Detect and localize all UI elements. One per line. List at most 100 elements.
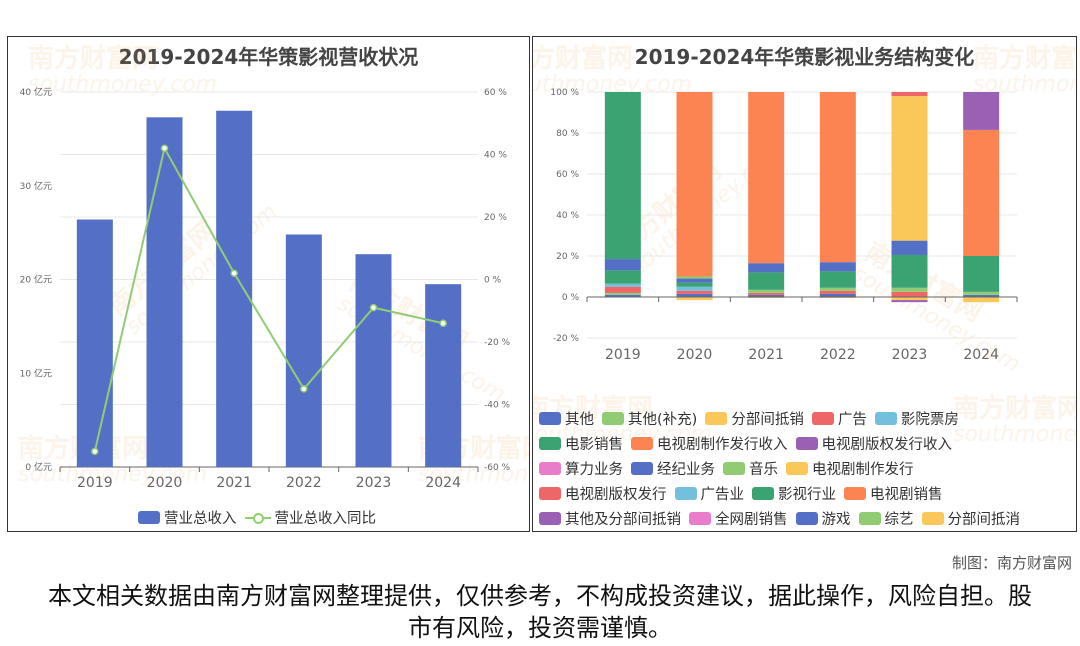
y2-tick-label: -20 % [484, 338, 511, 348]
legend-label: 其他及分部间抵销 [565, 512, 681, 528]
legend-swatch [921, 512, 944, 525]
stack-segment [676, 290, 713, 294]
stack-segment [676, 297, 713, 301]
structure-chart-title: 2019-2024年华策影视业务结构变化 [634, 45, 975, 69]
legend-label: 电视剧版权发行 [565, 487, 667, 503]
x-tick-label: 2020 [677, 347, 713, 363]
y-tick-label: 30 亿元 [20, 180, 52, 192]
legend-swatch [244, 511, 271, 524]
legend-label: 综艺 [884, 512, 914, 528]
stack-segment [748, 297, 785, 299]
legend-label: 电视剧制作发行 [812, 462, 914, 478]
legend-label: 全网剧销售 [715, 512, 788, 528]
legend-item[interactable]: 其他 [539, 408, 594, 429]
legend-item[interactable]: 分部间抵销 [705, 408, 804, 429]
stack-segment [891, 240, 928, 255]
y-tick-label: 0 % [562, 293, 580, 303]
structure-chart-svg: 南方财富网southmoney.com南方财富网southmoney.com南方… [533, 43, 1076, 447]
watermark-en: southmoney.com [533, 422, 712, 447]
y2-tick-label: 20 % [484, 213, 507, 223]
legend-item[interactable]: 电视剧制作发行收入 [631, 433, 788, 454]
stack-segment [676, 92, 713, 277]
y-tick-label: 40 % [556, 211, 579, 221]
x-tick-label: 2019 [77, 475, 113, 491]
disclaimer-text: 本文相关数据由南方财富网整理提供，仅供参考，不构成投资建议，据此操作，风险自担。… [48, 582, 1032, 642]
legend-item[interactable]: 电视剧销售 [844, 483, 943, 504]
legend-label: 营业总收入 [164, 511, 237, 527]
y-tick-label: 60 % [556, 170, 579, 180]
legend-item[interactable]: 电视剧制作发行 [786, 458, 914, 479]
stack-segment [891, 291, 928, 297]
legend-item[interactable]: 算力业务 [539, 458, 623, 479]
y2-tick-label: 60 % [484, 88, 507, 98]
legend-item[interactable]: 音乐 [723, 458, 778, 479]
x-tick-label: 2022 [820, 347, 856, 363]
stack-segment [819, 287, 856, 291]
stack-segment [604, 286, 641, 293]
legend-item[interactable]: 广告业 [674, 483, 744, 504]
legend-swatch [539, 512, 561, 525]
stack-segment [819, 92, 856, 263]
stack-segment [604, 259, 641, 271]
revenue-chart-svg: 南方财富网southmoney.com南方财富网southmoney.com南方… [18, 43, 529, 491]
watermark-cn: 南方财富网 [28, 43, 158, 74]
legend-item[interactable]: 其他(补充) [602, 408, 697, 429]
revenue-bar [285, 234, 322, 467]
legend-swatch [723, 462, 745, 475]
legend-label: 影视行业 [778, 487, 836, 503]
x-tick-label: 2019 [605, 347, 641, 363]
legend-item[interactable]: 其他及分部间抵销 [539, 508, 681, 529]
structure-legend-row: 算力业务 经纪业务 音乐 电视剧制作发行 [539, 458, 922, 479]
legend-item[interactable]: 电影销售 [539, 433, 623, 454]
stack-segment [748, 263, 785, 273]
yoy-point [230, 269, 238, 277]
legend-label: 分部间抵销 [731, 412, 804, 428]
y-tick-label: 80 % [556, 129, 579, 139]
revenue-chart-panel: 2019-2024年华策影视营收状况 南方财富网southmoney.com南方… [7, 36, 530, 532]
legend-item[interactable]: 游戏 [795, 508, 851, 529]
legend-item[interactable]: 综艺 [858, 508, 914, 529]
legend-swatch [786, 462, 808, 475]
stack-segment [963, 297, 1000, 303]
legend-item[interactable]: 经纪业务 [631, 458, 715, 479]
y-tick-label: 100 % [550, 88, 579, 98]
structure-legend-row: 其他及分部间抵销 全网剧销售 游戏 综艺 分部间抵消 [539, 508, 1028, 529]
legend-item[interactable]: 广告 [811, 408, 867, 429]
legend-item[interactable]: 电视剧版权发行 [539, 483, 667, 504]
legend-swatch [844, 487, 866, 500]
legend-item[interactable]: 影视行业 [752, 483, 836, 504]
legend-item[interactable]: 分部间抵消 [921, 508, 1020, 529]
revenue-bar [76, 219, 113, 467]
legend-item[interactable]: 电视剧版权发行收入 [795, 433, 953, 454]
stack-segment [819, 297, 856, 299]
yoy-point [160, 144, 169, 152]
legend-item[interactable]: 营业总收入 [138, 507, 237, 528]
revenue-legend: 营业总收入 营业总收入同比 [138, 507, 384, 528]
x-tick-label: 2024 [963, 347, 999, 363]
legend-item[interactable]: 全网剧销售 [689, 508, 788, 529]
legend-label: 音乐 [749, 462, 778, 478]
stack-segment [748, 92, 785, 264]
x-tick-label: 2021 [748, 347, 784, 363]
stack-segment [676, 276, 713, 279]
legend-swatch [674, 487, 697, 500]
legend-label: 电影销售 [565, 437, 623, 453]
stack-segment [604, 283, 641, 287]
stack-segment [676, 278, 713, 283]
legend-label: 电视剧版权发行收入 [821, 437, 953, 453]
revenue-bar [146, 117, 183, 467]
legend-item[interactable]: 营业总收入同比 [244, 507, 376, 528]
legend-swatch [539, 462, 561, 475]
stack-segment [748, 294, 785, 297]
y-tick-label: 0 亿元 [25, 461, 52, 473]
x-tick-label: 2023 [892, 347, 928, 363]
legend-swatch [631, 437, 653, 450]
stack-segment [963, 294, 1000, 297]
revenue-chart-title: 2019-2024年华策影视营收状况 [118, 45, 419, 69]
legend-item[interactable]: 影院票房 [874, 408, 959, 429]
y2-tick-label: 0 % [484, 276, 502, 286]
watermark-cn: 南方财富网 [973, 43, 1076, 74]
yoy-point [369, 303, 378, 312]
legend-swatch [705, 412, 728, 425]
revenue-bar [425, 284, 462, 467]
